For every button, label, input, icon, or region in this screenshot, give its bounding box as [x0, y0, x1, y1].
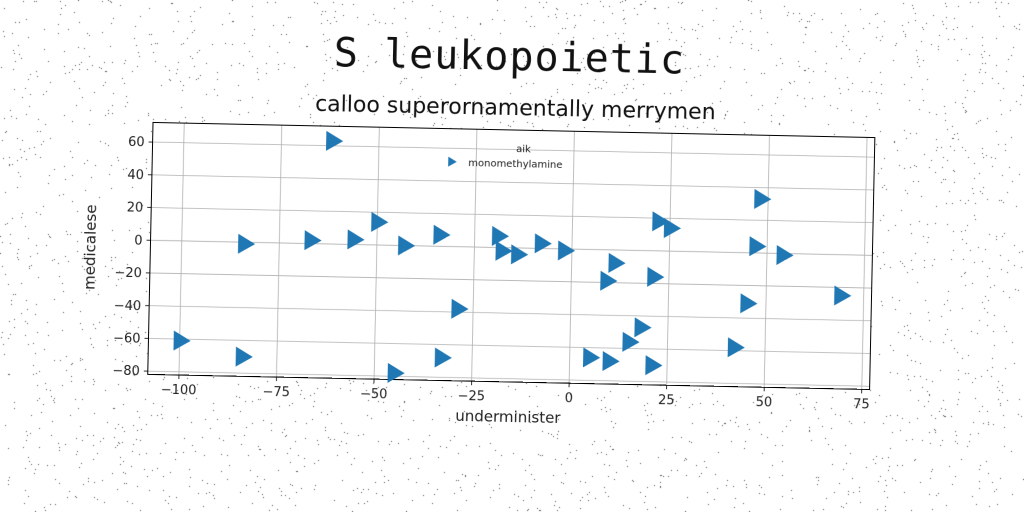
x-tick-label: −25	[457, 389, 485, 405]
y-tick-label: 60	[128, 135, 145, 150]
y-tick-label: 0	[134, 233, 143, 248]
x-tick-label: 50	[755, 395, 772, 410]
y-tick-label: −40	[114, 298, 142, 314]
x-tick-label: −100	[161, 383, 197, 399]
y-tick-label: 40	[127, 168, 144, 183]
x-tick-label: −50	[360, 387, 388, 403]
y-tick-label: −80	[112, 364, 140, 380]
x-axis-label: underminister	[455, 407, 561, 427]
legend-entry: monomethylamine	[468, 158, 563, 171]
x-tick-label: 25	[658, 393, 675, 408]
x-tick-label: 75	[853, 397, 870, 412]
x-tick-label: 0	[565, 391, 574, 406]
y-tick-label: −20	[114, 266, 142, 282]
y-tick-label: −60	[113, 331, 141, 347]
legend-title: aik	[516, 144, 531, 155]
y-tick-label: 20	[127, 201, 144, 216]
y-axis-label: medicalese	[80, 204, 100, 290]
x-tick-label: −75	[262, 385, 290, 401]
